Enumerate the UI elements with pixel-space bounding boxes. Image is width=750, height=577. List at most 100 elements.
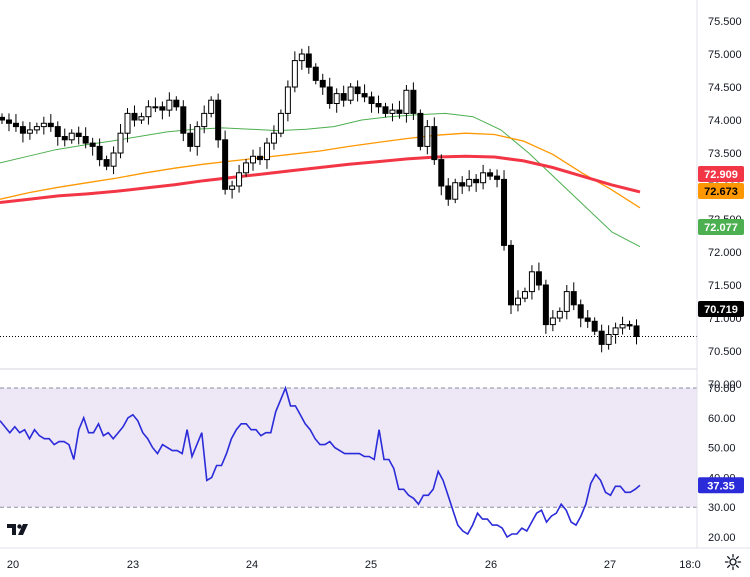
candle[interactable] [236, 164, 243, 193]
candle[interactable] [131, 105, 138, 127]
candle[interactable] [117, 123, 124, 159]
candle[interactable] [403, 85, 410, 123]
candle[interactable] [563, 285, 570, 320]
tradingview-logo[interactable] [4, 519, 34, 541]
time-axis[interactable]: 20 23 24 25 26 27 18:0 [7, 559, 701, 571]
candle[interactable] [305, 46, 312, 74]
candle[interactable] [501, 170, 508, 251]
candle[interactable] [243, 158, 250, 177]
candle[interactable] [438, 154, 445, 196]
candle[interactable] [166, 92, 173, 117]
candle[interactable] [103, 155, 110, 171]
candle[interactable] [12, 114, 19, 132]
candle[interactable] [577, 299, 584, 328]
candle[interactable] [229, 180, 236, 199]
candle[interactable] [152, 97, 159, 113]
candle[interactable] [473, 174, 480, 192]
candle[interactable] [431, 117, 438, 165]
candle[interactable] [263, 137, 270, 169]
candle[interactable] [270, 125, 277, 150]
candle[interactable] [410, 82, 417, 120]
candle[interactable] [187, 123, 194, 152]
candle[interactable] [487, 168, 494, 181]
candle[interactable] [626, 320, 633, 330]
candle[interactable] [180, 100, 187, 142]
candle[interactable] [598, 324, 605, 353]
candle[interactable] [284, 80, 291, 122]
candle[interactable] [375, 95, 382, 114]
candle[interactable] [605, 325, 612, 350]
candle[interactable] [33, 122, 40, 134]
candle[interactable] [445, 178, 452, 206]
candle[interactable] [82, 127, 89, 149]
candle[interactable] [591, 317, 598, 336]
candle[interactable] [19, 121, 26, 143]
candle[interactable] [382, 102, 389, 118]
candle[interactable] [208, 96, 215, 118]
candle[interactable] [124, 108, 131, 143]
candle[interactable] [326, 77, 333, 109]
candle[interactable] [417, 109, 424, 151]
candle[interactable] [556, 307, 563, 322]
candle[interactable] [389, 103, 396, 122]
candle[interactable] [612, 322, 619, 344]
candle[interactable] [277, 109, 284, 138]
candle[interactable] [54, 121, 61, 146]
candle[interactable] [110, 146, 117, 175]
candle[interactable] [26, 121, 33, 140]
candle[interactable] [61, 128, 68, 147]
candle[interactable] [250, 149, 257, 171]
gear-icon[interactable] [724, 553, 742, 571]
candle[interactable] [215, 93, 222, 148]
candle[interactable] [535, 262, 542, 291]
candle[interactable] [173, 96, 180, 111]
candle[interactable] [528, 265, 535, 300]
candle[interactable] [549, 310, 556, 332]
candle[interactable] [298, 48, 305, 70]
candle[interactable] [201, 105, 208, 134]
candle[interactable] [368, 91, 375, 113]
candle-body [138, 116, 145, 121]
candle[interactable] [256, 147, 263, 165]
candle[interactable] [521, 287, 528, 303]
candle[interactable] [47, 114, 54, 132]
candle[interactable] [0, 113, 5, 124]
candle[interactable] [354, 80, 361, 102]
candle[interactable] [466, 170, 473, 192]
candle[interactable] [570, 282, 577, 311]
price-axis[interactable]: 75.50075.00074.50074.00073.50073.00072.5… [708, 16, 742, 391]
candle[interactable] [459, 176, 466, 194]
candle[interactable] [340, 85, 347, 107]
candle[interactable] [291, 51, 298, 93]
candle[interactable] [480, 164, 487, 190]
candle[interactable] [584, 310, 591, 328]
candle[interactable] [68, 129, 75, 144]
candle[interactable] [508, 240, 515, 315]
candle[interactable] [494, 169, 501, 188]
candle[interactable] [619, 316, 626, 335]
candle[interactable] [96, 138, 103, 167]
candle[interactable] [138, 112, 145, 124]
candle[interactable] [89, 137, 96, 156]
candle[interactable] [5, 113, 12, 132]
candle[interactable] [40, 116, 47, 135]
candle[interactable] [333, 88, 340, 113]
candle[interactable] [361, 84, 368, 103]
candle[interactable] [424, 120, 431, 155]
candle[interactable] [542, 279, 549, 334]
candle[interactable] [633, 319, 640, 345]
candle[interactable] [347, 83, 354, 105]
candle-layer[interactable] [0, 46, 640, 353]
candle[interactable] [452, 178, 459, 204]
candle[interactable] [514, 290, 521, 312]
candle[interactable] [75, 126, 82, 145]
candle[interactable] [145, 100, 152, 125]
price-badge-mid-ma: 72.673 [698, 183, 744, 199]
candle[interactable] [319, 73, 326, 95]
candle[interactable] [312, 63, 319, 85]
candle[interactable] [222, 130, 229, 195]
candle[interactable] [194, 121, 201, 156]
candle[interactable] [396, 100, 403, 119]
candle[interactable] [159, 101, 166, 120]
